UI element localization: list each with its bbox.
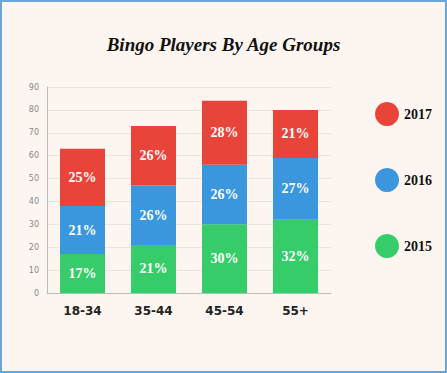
- svg-text:50: 50: [29, 174, 39, 183]
- svg-text:70: 70: [29, 128, 39, 137]
- svg-text:90: 90: [29, 83, 39, 92]
- svg-text:32%: 32%: [282, 249, 310, 264]
- svg-text:2015: 2015: [404, 239, 432, 254]
- svg-text:21%: 21%: [282, 126, 310, 141]
- svg-text:21%: 21%: [69, 223, 97, 238]
- svg-text:Bingo Players By Age Groups: Bingo Players By Age Groups: [106, 34, 341, 55]
- svg-text:40: 40: [29, 197, 39, 206]
- svg-text:26%: 26%: [140, 148, 168, 163]
- svg-text:80: 80: [29, 105, 39, 114]
- svg-text:45-54: 45-54: [205, 304, 243, 318]
- svg-text:18-34: 18-34: [63, 304, 101, 318]
- svg-text:35-44: 35-44: [134, 304, 172, 318]
- svg-text:30: 30: [29, 220, 39, 229]
- svg-text:2016: 2016: [404, 173, 432, 188]
- svg-text:25%: 25%: [69, 170, 97, 185]
- svg-text:21%: 21%: [140, 261, 168, 276]
- svg-text:55+: 55+: [282, 304, 309, 318]
- svg-text:20: 20: [29, 243, 39, 252]
- svg-text:26%: 26%: [140, 208, 168, 223]
- svg-text:27%: 27%: [282, 181, 310, 196]
- svg-text:28%: 28%: [211, 125, 239, 140]
- svg-text:60: 60: [29, 151, 39, 160]
- svg-text:10: 10: [29, 266, 39, 275]
- svg-text:0: 0: [34, 289, 39, 298]
- svg-text:2017: 2017: [404, 107, 432, 122]
- svg-text:26%: 26%: [211, 187, 239, 202]
- svg-text:30%: 30%: [211, 251, 239, 266]
- svg-text:17%: 17%: [69, 266, 97, 281]
